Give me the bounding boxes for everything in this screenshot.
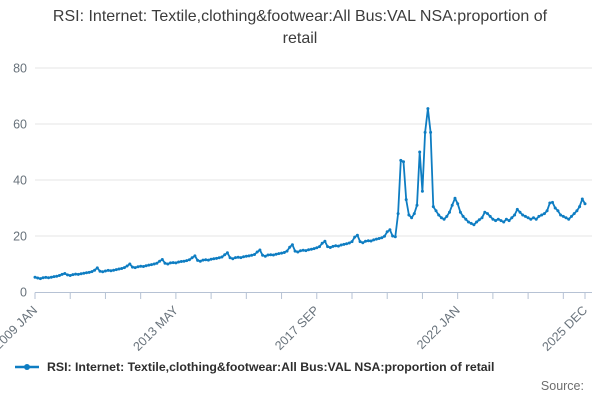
source-label: Source: bbox=[540, 379, 584, 393]
chart-title: RSI: Internet: Textile,clothing&footwear… bbox=[52, 8, 548, 48]
x-axis-labels: 2009 JAN 2013 MAY 2017 SEP 2022 JAN 2025 DEC bbox=[0, 303, 590, 354]
svg-text:80: 80 bbox=[13, 62, 27, 76]
svg-text:2017 SEP: 2017 SEP bbox=[272, 303, 322, 353]
legend: RSI: Internet: Textile,clothing&footwear… bbox=[14, 360, 596, 374]
x-axis bbox=[34, 292, 592, 299]
svg-text:60: 60 bbox=[13, 118, 27, 132]
data-line bbox=[34, 107, 586, 280]
y-axis-labels: 0 20 40 60 80 bbox=[13, 62, 27, 300]
svg-text:2022 JAN: 2022 JAN bbox=[414, 303, 463, 352]
svg-text:40: 40 bbox=[13, 174, 27, 188]
gridlines bbox=[35, 67, 592, 237]
data-series bbox=[33, 107, 587, 281]
svg-text:2009 JAN: 2009 JAN bbox=[0, 303, 40, 352]
svg-text:0: 0 bbox=[20, 286, 27, 300]
legend-line-marker-icon bbox=[15, 364, 39, 370]
svg-text:2025 DEC: 2025 DEC bbox=[539, 303, 590, 354]
legend-series-label: RSI: Internet: Textile,clothing&footwear… bbox=[47, 360, 495, 374]
svg-text:2013 MAY: 2013 MAY bbox=[130, 303, 181, 354]
svg-text:20: 20 bbox=[13, 230, 27, 244]
